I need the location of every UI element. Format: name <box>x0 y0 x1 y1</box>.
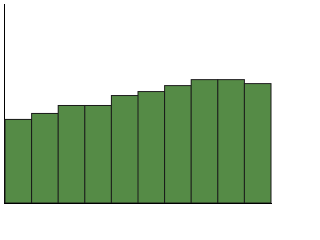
bar <box>4 118 33 204</box>
bar <box>137 91 166 204</box>
bar <box>110 95 139 204</box>
bar <box>84 104 112 204</box>
bar <box>217 79 245 204</box>
bar <box>243 83 272 204</box>
chart <box>4 4 272 204</box>
bar <box>164 85 192 204</box>
bar <box>190 79 219 204</box>
bar <box>31 112 59 204</box>
bar <box>57 104 86 204</box>
